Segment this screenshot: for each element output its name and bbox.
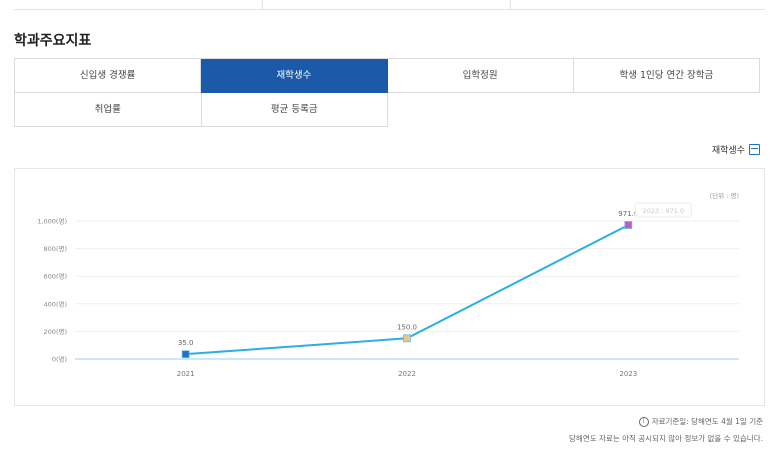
tab-enrolled-students[interactable]: 재학생수 [201, 59, 388, 93]
y-tick-label: 1,000(명) [37, 217, 67, 226]
note-disclaimer: 당해연도 자료는 아직 공시되지 않아 정보가 없을 수 있습니다. [569, 434, 763, 443]
indicator-tabs: 신입생 경쟁률 재학생수 입학정원 학생 1인당 연간 장학금 취업률 평균 등… [14, 58, 760, 127]
chart-caption: 재학생수 [712, 143, 760, 156]
note-reference-date: i 자료기준일: 당해연도 4월 1일 기준 [569, 413, 763, 430]
line-chart: (단위 : 명) 0(명) 200(명) 400(명) 600(명) 800(명) 1,00… [37, 191, 739, 378]
x-tick-label: 2022 [398, 370, 416, 378]
excel-download-icon[interactable] [749, 144, 760, 155]
tooltip-text: 2023 : 971.0 [643, 207, 684, 215]
data-point [403, 334, 411, 343]
unit-label: (단위 : 명) [710, 191, 739, 200]
chart-notes: i 자료기준일: 당해연도 4월 1일 기준 당해연도 자료는 아직 공시되지 않… [569, 413, 763, 447]
data-label: 971.0 [618, 210, 638, 218]
y-tick-label: 600(명) [44, 272, 67, 281]
table-divider [510, 0, 511, 9]
note-reference-date-text: 자료기준일: 당해연도 4월 1일 기준 [651, 417, 763, 426]
y-tick-label: 0(명) [52, 355, 67, 364]
data-point [624, 221, 633, 229]
previous-table-bottom [14, 0, 765, 10]
tab-admission-quota[interactable]: 입학정원 [387, 59, 574, 93]
chart-container: (단위 : 명) 0(명) 200(명) 400(명) 600(명) 800(명) 1,00… [14, 168, 765, 406]
info-icon: i [638, 417, 649, 427]
tab-average-tuition[interactable]: 평균 등록금 [201, 93, 388, 127]
section-title: 학과주요지표 [14, 33, 92, 49]
x-tick-label: 2021 [177, 370, 195, 378]
tab-row-2: 취업률 평균 등록금 [15, 93, 760, 127]
data-label: 150.0 [397, 323, 417, 331]
chart-caption-text: 재학생수 [711, 146, 745, 156]
table-divider [262, 0, 263, 9]
tab-freshman-competition[interactable]: 신입생 경쟁률 [15, 59, 202, 93]
data-point [181, 350, 190, 359]
data-label: 35.0 [178, 339, 194, 347]
tab-row-1: 신입생 경쟁률 재학생수 입학정원 학생 1인당 연간 장학금 [15, 59, 760, 93]
x-tick-label: 2023 [619, 370, 637, 378]
y-tick-label: 800(명) [44, 244, 67, 253]
tab-scholarship-per-student[interactable]: 학생 1인당 연간 장학금 [573, 59, 760, 93]
tab-employment-rate[interactable]: 취업률 [15, 93, 202, 127]
tooltip-box [634, 202, 692, 218]
y-tick-label: 200(명) [44, 327, 67, 336]
y-tick-label: 400(명) [44, 299, 67, 308]
